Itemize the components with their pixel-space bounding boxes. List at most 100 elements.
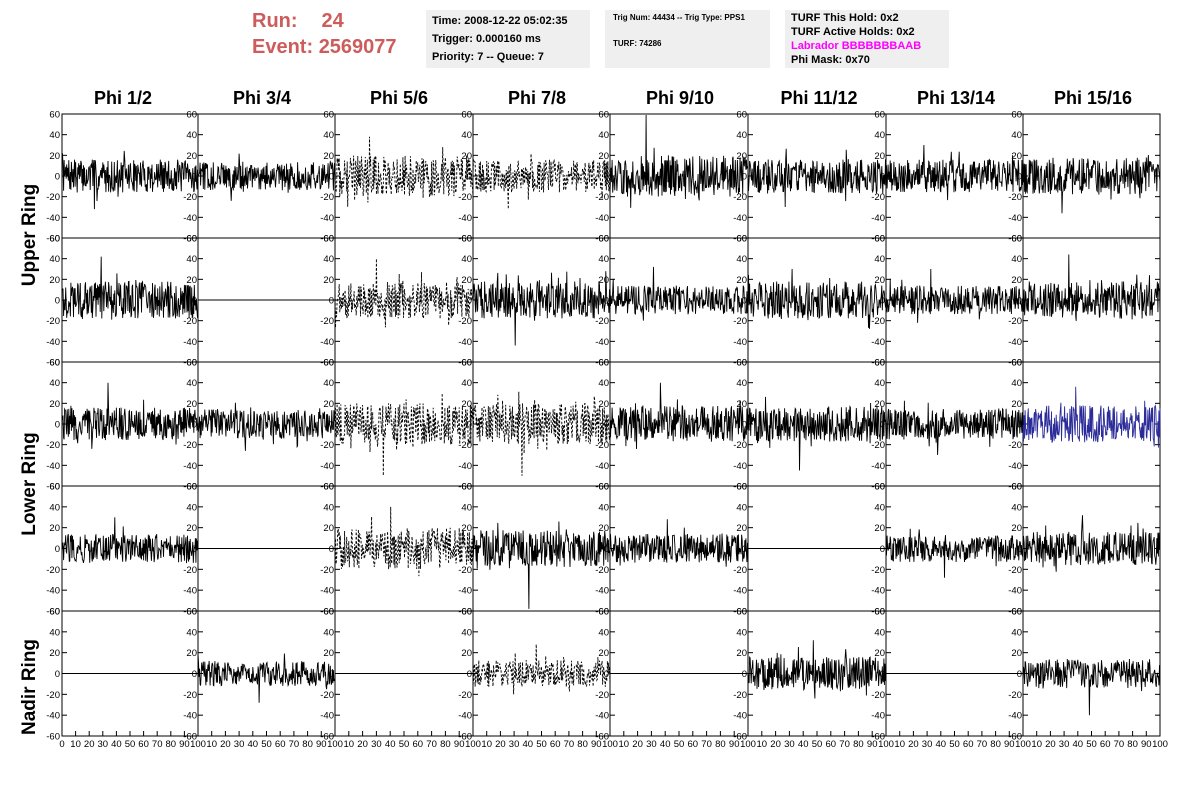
waveform-r4c1 bbox=[197, 653, 336, 703]
x-tick-label: 30 bbox=[784, 739, 795, 750]
y-tick-label: -20 bbox=[595, 192, 609, 203]
y-tick-label: -60 bbox=[183, 732, 197, 743]
y-tick-label: -20 bbox=[733, 565, 747, 576]
y-tick-label: -20 bbox=[46, 316, 60, 327]
y-tick-label: 60 bbox=[461, 358, 472, 369]
run-event-box: Run: 24 Event: 2569077 bbox=[252, 8, 422, 64]
y-tick-label: -20 bbox=[458, 440, 472, 451]
y-tick-label: -60 bbox=[595, 607, 609, 618]
y-tick-label: -60 bbox=[458, 234, 472, 245]
y-tick-label: 60 bbox=[598, 110, 609, 121]
y-tick-label: 20 bbox=[461, 648, 472, 659]
y-tick-label: 40 bbox=[874, 378, 885, 389]
y-tick-label: 20 bbox=[874, 523, 885, 534]
y-tick-label: -40 bbox=[458, 711, 472, 722]
column-label-phi-7-8: Phi 7/8 bbox=[507, 88, 567, 108]
y-tick-label: 0 bbox=[880, 296, 885, 307]
y-tick-label: -60 bbox=[871, 358, 885, 369]
y-tick-label: 60 bbox=[323, 234, 334, 245]
y-tick-label: 0 bbox=[880, 669, 885, 680]
x-tick-label: 60 bbox=[1100, 739, 1111, 750]
y-tick-label: -40 bbox=[458, 337, 472, 348]
y-tick-label: 0 bbox=[192, 296, 197, 307]
y-tick-label: 20 bbox=[874, 648, 885, 659]
y-tick-label: -40 bbox=[733, 586, 747, 597]
waveform-r4c7 bbox=[1022, 658, 1161, 716]
y-tick-label: -60 bbox=[871, 482, 885, 493]
event-label: Event: bbox=[252, 36, 314, 58]
x-tick-label: 90 bbox=[316, 739, 327, 750]
x-tick-label: 50 bbox=[949, 739, 960, 750]
y-tick-label: -20 bbox=[458, 316, 472, 327]
x-tick-label: 40 bbox=[936, 739, 947, 750]
column-label-phi-13-14: Phi 13/14 bbox=[916, 88, 996, 108]
waveform-r1c6 bbox=[885, 268, 1024, 323]
x-tick-label: 10 bbox=[481, 739, 492, 750]
y-tick-label: 60 bbox=[736, 358, 747, 369]
y-tick-label: -60 bbox=[458, 482, 472, 493]
y-tick-label: -60 bbox=[595, 234, 609, 245]
y-tick-label: -40 bbox=[733, 711, 747, 722]
x-tick-label: 40 bbox=[111, 739, 122, 750]
y-tick-label: -60 bbox=[1008, 732, 1022, 743]
waveform-r1c0 bbox=[61, 256, 199, 320]
x-tick-label: 60 bbox=[688, 739, 699, 750]
y-tick-label: 0 bbox=[192, 420, 197, 431]
y-tick-label: 20 bbox=[461, 151, 472, 162]
y-tick-label: 20 bbox=[323, 151, 334, 162]
y-tick-label: -60 bbox=[1008, 482, 1022, 493]
x-tick-label: 100 bbox=[465, 739, 481, 750]
waveform-r3c3 bbox=[472, 521, 611, 609]
x-tick-label: 100 bbox=[190, 739, 206, 750]
phi-mask-text: Phi Mask: 0x70 bbox=[791, 54, 870, 66]
y-tick-label: 40 bbox=[1011, 130, 1022, 141]
y-tick-label: 60 bbox=[461, 607, 472, 618]
x-tick-label: 100 bbox=[1152, 739, 1168, 750]
y-tick-label: 60 bbox=[49, 607, 60, 618]
waveform-r1c5 bbox=[747, 268, 887, 329]
y-tick-label: 20 bbox=[461, 275, 472, 286]
y-tick-label: 20 bbox=[874, 275, 885, 286]
y-tick-label: -20 bbox=[595, 440, 609, 451]
y-tick-label: 0 bbox=[55, 420, 60, 431]
y-tick-label: -40 bbox=[458, 461, 472, 472]
y-tick-label: -40 bbox=[46, 213, 60, 224]
y-tick-label: -20 bbox=[320, 690, 334, 701]
x-tick-label: 10 bbox=[757, 739, 768, 750]
y-tick-label: -60 bbox=[595, 482, 609, 493]
y-tick-label: 0 bbox=[1017, 669, 1022, 680]
y-tick-label: -20 bbox=[458, 192, 472, 203]
y-tick-label: 60 bbox=[736, 607, 747, 618]
y-tick-label: 40 bbox=[736, 378, 747, 389]
y-tick-label: -60 bbox=[871, 234, 885, 245]
x-tick-label: 10 bbox=[344, 739, 355, 750]
y-tick-label: 60 bbox=[598, 482, 609, 493]
y-tick-label: 20 bbox=[186, 399, 197, 410]
y-tick-label: -40 bbox=[183, 461, 197, 472]
x-tick-label: 40 bbox=[798, 739, 809, 750]
trigger-text: Trigger: 0.000160 ms bbox=[432, 33, 541, 45]
y-tick-label: 0 bbox=[1017, 420, 1022, 431]
y-tick-label: 40 bbox=[736, 130, 747, 141]
x-tick-label: 20 bbox=[84, 739, 95, 750]
y-tick-label: -60 bbox=[46, 607, 60, 618]
y-tick-label: -40 bbox=[733, 461, 747, 472]
y-tick-label: -20 bbox=[320, 565, 334, 576]
x-tick-label: 10 bbox=[206, 739, 217, 750]
column-label-phi-1-2: Phi 1/2 bbox=[93, 88, 153, 108]
y-tick-label: 20 bbox=[49, 648, 60, 659]
y-tick-label: -40 bbox=[458, 586, 472, 597]
x-tick-label: 90 bbox=[867, 739, 878, 750]
y-tick-label: 60 bbox=[874, 482, 885, 493]
y-tick-label: 0 bbox=[1017, 172, 1022, 183]
y-tick-label: 40 bbox=[736, 627, 747, 638]
run-value: 24 bbox=[321, 10, 344, 32]
waveform-r3c7 bbox=[1022, 515, 1161, 572]
x-tick-label: 90 bbox=[1004, 739, 1015, 750]
x-tick-label: 50 bbox=[399, 739, 410, 750]
run-line: Run: 24 bbox=[252, 8, 422, 34]
x-tick-label: 60 bbox=[138, 739, 149, 750]
y-tick-label: 40 bbox=[598, 254, 609, 265]
y-tick-label: -20 bbox=[871, 565, 885, 576]
waveform-r2c4 bbox=[609, 382, 749, 450]
